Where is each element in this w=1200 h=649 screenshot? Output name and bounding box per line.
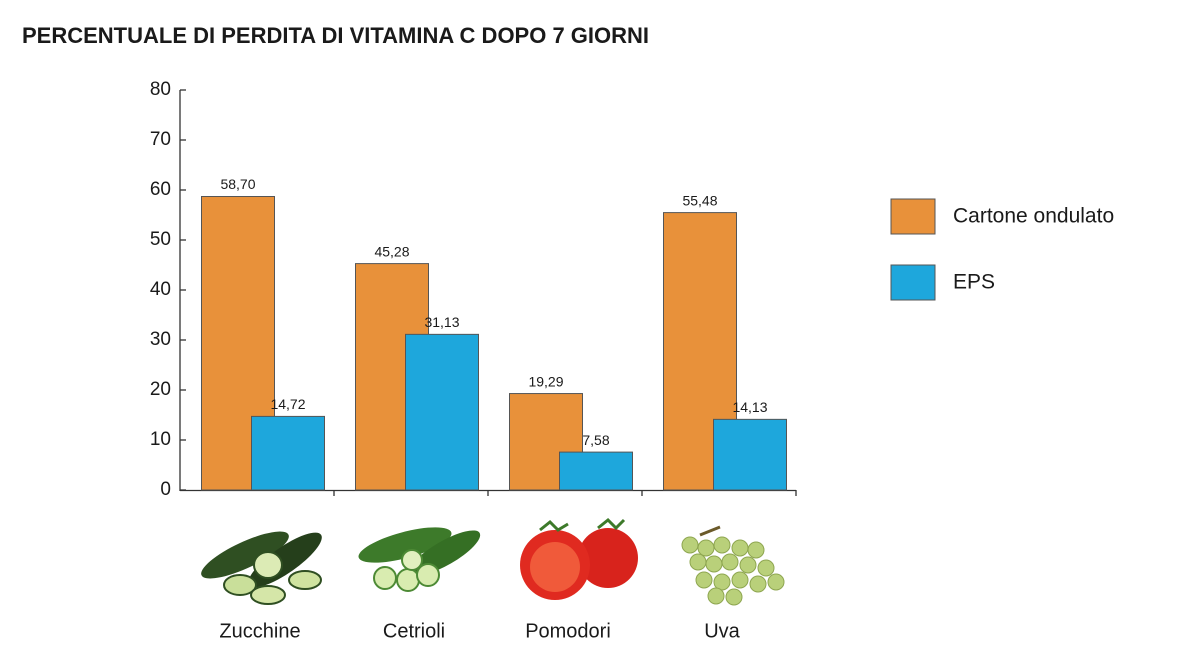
bar: [559, 451, 633, 491]
y-tick-label: 10: [150, 429, 171, 450]
legend-swatch: [890, 198, 936, 235]
y-tick-label: 60: [150, 179, 171, 200]
value-label: 19,29: [528, 373, 563, 389]
value-label: 14,13: [732, 399, 767, 415]
grapes-picture: [681, 525, 785, 606]
legend-label: Cartone ondulato: [953, 205, 1114, 228]
x-tick-label: Cetrioli: [383, 620, 445, 642]
value-label: 55,48: [682, 192, 717, 208]
value-label: 14,72: [270, 396, 305, 412]
bar: [405, 333, 479, 491]
chart-title: PERCENTUALE DI PERDITA DI VITAMINA C DOP…: [22, 23, 649, 48]
value-label: 58,70: [220, 176, 255, 192]
y-tick-label: 80: [150, 79, 171, 100]
x-tick-label: Zucchine: [219, 620, 300, 642]
legend-swatch: [890, 264, 936, 301]
y-tick-label: 70: [150, 129, 171, 150]
y-tick-label: 50: [150, 229, 171, 250]
bar: [251, 415, 325, 491]
value-label: 45,28: [374, 243, 409, 259]
value-label: 7,58: [582, 432, 609, 448]
value-label: 31,13: [424, 314, 459, 330]
y-tick-label: 20: [150, 379, 171, 400]
bar: [713, 418, 787, 491]
cucumber-picture: [358, 527, 481, 592]
x-tick-label: Pomodori: [525, 620, 611, 642]
y-tick-label: 0: [160, 479, 171, 500]
tomato-picture: [520, 517, 638, 600]
y-tick-label: 40: [150, 279, 171, 300]
y-tick-label: 30: [150, 329, 171, 350]
zucchini-picture: [201, 531, 322, 605]
legend-label: EPS: [953, 271, 995, 294]
x-tick-label: Uva: [704, 620, 740, 642]
